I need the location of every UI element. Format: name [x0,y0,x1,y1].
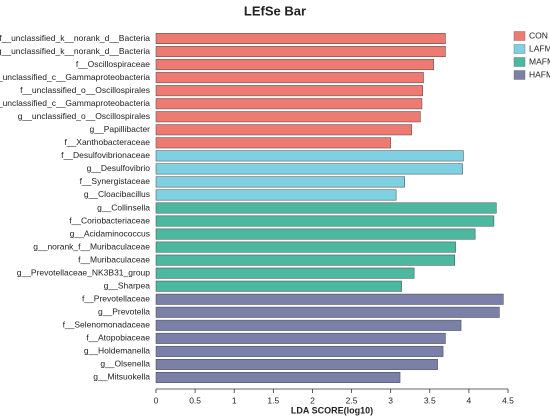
y-tick-label: g__unclassified_k__norank_d__Bacteria [0,46,150,56]
x-tick-label: 4 [467,395,472,405]
bar [155,202,497,214]
bar [155,46,446,58]
x-tick-label: 4.5 [502,395,514,405]
x-axis-title: LDA SCORE(log10) [291,405,373,415]
bar [155,293,504,305]
y-tick-label: g__Papillibacter [90,124,151,134]
y-tick-label: f__Muribaculaceae [78,254,150,264]
x-tick-label: 2.5 [346,395,358,405]
y-tick-label: g__unclassified_c__Gammaproteobacteria [0,72,150,82]
y-tick-label: f__unclassified_k__norank_d__Bacteria [0,33,150,43]
bar [155,372,401,383]
y-tick-label: g__Prevotellaceae_NK3B31_group [17,267,151,277]
y-tick-label: g__Collinsella [97,202,150,212]
bar [155,98,423,110]
y-tick-label: g__Acidaminococcus [70,228,150,238]
y-tick-label: g__Holdemanella [84,346,150,356]
bar [155,228,476,240]
legend-swatch [513,57,526,67]
bar [155,59,434,71]
y-tick-label: f__Oscillospiraceae [76,59,150,69]
chart-title: LEfSe Bar [244,3,306,18]
y-tick-label: g__Prevotella [98,307,150,317]
y-tick-label: g__Olsenella [100,359,150,369]
bar [155,137,391,149]
legend-swatch [513,31,526,41]
bar [155,241,456,253]
x-tick-label: 1.5 [267,395,279,405]
legend-swatch [513,70,526,80]
bar [155,319,462,331]
bar [155,332,446,344]
y-tick-label: f__Desulfovibrionaceae [61,150,150,160]
bar [155,33,446,44]
bar [155,280,402,292]
bar [155,215,495,227]
bar [155,189,397,201]
bar [155,85,423,97]
legend-label: MAFM [529,56,550,66]
y-tick-label: g__Sharpea [104,280,151,290]
y-tick-label: g__Cloacibacillus [84,189,150,199]
bar [155,163,463,175]
y-tick-label: g__Desulfovibrio [87,163,151,173]
bar [155,345,444,357]
y-tick-label: g__norank_f__Muribaculaceae [33,241,150,251]
y-tick-label: f__Selenomonadaceae [63,320,151,330]
bar [155,358,438,370]
bar [155,124,413,136]
bar [155,150,464,162]
bar [155,72,424,84]
bar [155,267,415,279]
x-tick-label: 2 [310,395,315,405]
y-tick-label: f__Coriobacteriaceae [69,215,150,225]
x-tick-label: 3 [388,395,393,405]
x-tick-label: 3.5 [424,395,436,405]
y-tick-label: f__unclassified_o__Oscillospirales [20,85,150,95]
legend-label: HAFM [529,69,550,79]
y-tick-label: f__Atopobiaceae [86,333,150,343]
bar [155,111,421,123]
y-tick-label: f__Prevotellaceae [82,294,150,304]
legend-swatch [513,44,526,54]
x-tick-label: 0.5 [189,395,201,405]
y-tick-label: g__Mitsuokella [93,372,150,382]
y-tick-label: f__Synergistaceae [80,176,151,186]
y-tick-label: g__unclassified_o__Oscillospirales [18,111,150,121]
y-tick-label: f__Xanthobacteraceae [64,137,150,147]
bar [155,306,500,318]
bar [155,176,405,188]
y-tick-label: f__unclassified_c__Gammaproteobacteria [0,98,150,108]
bar [155,254,456,266]
legend-label: LAFM [529,43,550,53]
x-tick-label: 1 [232,395,237,405]
legend-label: CON [529,30,548,40]
x-tick-label: 0 [154,395,159,405]
